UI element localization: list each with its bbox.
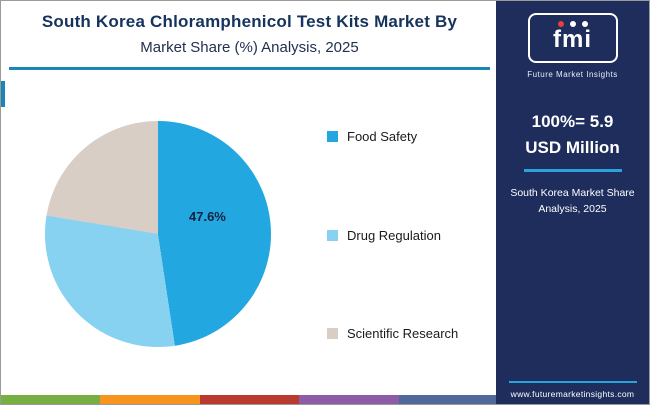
footer-accent-line [508,381,637,383]
sidebar-footer: www.futuremarketinsights.com [496,381,649,399]
logo-text: fmi [553,26,592,53]
stats-block: 100%= 5.9 USD Million South Korea Market… [496,109,649,218]
sidebar-caption: South Korea Market Share Analysis, 2025 [496,186,649,218]
page-title: South Korea Chloramphenicol Test Kits Ma… [41,12,458,31]
stat-unit: USD Million [525,137,620,157]
website-link[interactable]: www.futuremarketinsights.com [510,389,635,399]
legend-item-drug-regulation: Drug Regulation [327,228,458,243]
header: South Korea Chloramphenicol Test Kits Ma… [1,1,498,70]
sidebar-caption-line2: Analysis, 2025 [538,202,607,215]
legend-item-scientific-research: Scientific Research [327,326,458,341]
sidebar: fmi Future Market Insights 100%= 5.9 USD… [496,1,649,404]
stripe-segment [398,395,499,404]
page-subtitle: Market Share (%) Analysis, 2025 [140,39,359,56]
stripe-segment [1,395,101,404]
stripe-segment [299,395,399,404]
legend-label: Scientific Research [347,326,459,341]
pie-chart: 47.6% [45,121,271,347]
pie-data-label: 47.6% [189,209,226,224]
legend-label: Food Safety [347,129,418,144]
legend-swatch-food-safety [327,131,338,142]
legend-swatch-drug-regulation [327,229,338,241]
stat-underline [523,169,622,172]
stripe-segment [199,395,300,404]
legend: Food Safety Drug Regulation Scientific R… [327,129,458,341]
legend-swatch-scientific-research [327,328,338,339]
stripe-segment [100,395,200,404]
person-icon [557,21,564,27]
sidebar-caption-line1: South Korea Market Share [510,187,635,199]
logo-people-icons [530,21,616,27]
left-accent-bar [1,81,5,107]
stat-value: 100%= 5.9 [531,112,614,131]
legend-label: Drug Regulation [347,227,441,243]
person-icon [581,21,588,27]
logo-caption: Future Market Insights [527,70,618,79]
fmi-logo: fmi [527,13,618,63]
title-divider [9,67,490,70]
person-icon [569,21,576,27]
legend-item-food-safety: Food Safety [327,129,458,144]
footer-stripe [1,395,499,404]
